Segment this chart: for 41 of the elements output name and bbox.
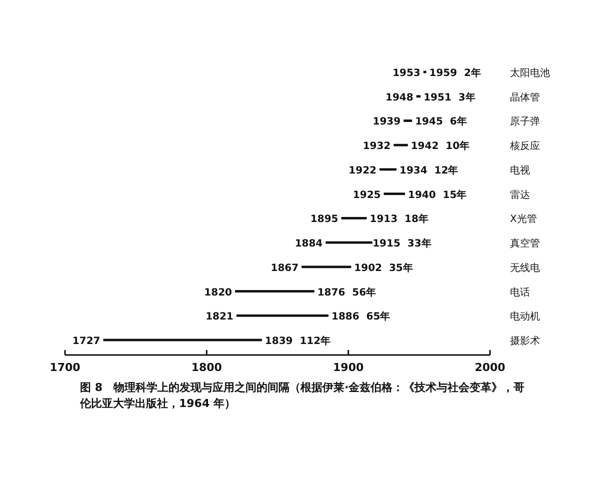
- annotation: 1940 15年: [408, 188, 467, 201]
- x-tick-label: 1700: [50, 361, 81, 374]
- annotation: 1902 35年: [354, 262, 413, 274]
- y-tick-label: 真空管: [510, 238, 540, 250]
- annotation: 1915 33年: [372, 238, 432, 250]
- y-tick-label: 摄影术: [510, 335, 540, 347]
- x-tick-label: 1900: [333, 361, 364, 374]
- y-tick-label: 电动机: [510, 310, 540, 323]
- y-tick-label: 电视: [510, 164, 530, 176]
- annotation: 1925: [352, 190, 381, 201]
- annotation: 1953: [392, 68, 420, 79]
- annotation: 1886 65年: [332, 310, 390, 323]
- annotation: 1895: [310, 214, 338, 226]
- annotation: 1932: [362, 141, 391, 152]
- annotation: 1948: [385, 92, 414, 104]
- annotation: 1884: [294, 238, 323, 250]
- annotation: 1727: [72, 336, 100, 347]
- annotation: 1939: [372, 116, 401, 128]
- y-tick-label: 电话: [510, 286, 530, 298]
- annotation: 1913 18年: [370, 213, 428, 226]
- text: 图 8 物理科学上的发现与应用之间的间隔（根据伊莱·金兹伯格：《技术与社会变革》，哥伦比亚大学出版社，1964 年）: [80, 380, 526, 412]
- y-tick-label: 雷达: [510, 188, 530, 201]
- annotation: 1934 12年: [400, 164, 458, 176]
- annotation: 1820: [204, 287, 232, 298]
- annotation: 1959 2年: [429, 67, 482, 79]
- x-tick-label: 2000: [474, 361, 506, 374]
- annotation: 1942 10年: [410, 140, 470, 152]
- x-tick-label: 1800: [191, 361, 222, 374]
- y-tick-label: 晶体管: [510, 91, 540, 104]
- y-tick-label: 原子弹: [510, 116, 540, 128]
- y-tick-label: 无线电: [510, 262, 540, 274]
- y-tick-label: 太阳电池: [510, 67, 550, 79]
- annotation: 1951 3年: [424, 91, 476, 104]
- annotation: 1922: [348, 165, 377, 176]
- annotation: 1867: [270, 262, 299, 274]
- y-tick-label: X光管: [510, 213, 537, 226]
- annotation: 1839 112年: [264, 335, 331, 347]
- annotation: 1945 6年: [415, 116, 467, 128]
- annotation: 1876 56年: [317, 286, 376, 298]
- annotation: 1821: [206, 312, 234, 323]
- y-tick-label: 核反应: [509, 140, 540, 152]
